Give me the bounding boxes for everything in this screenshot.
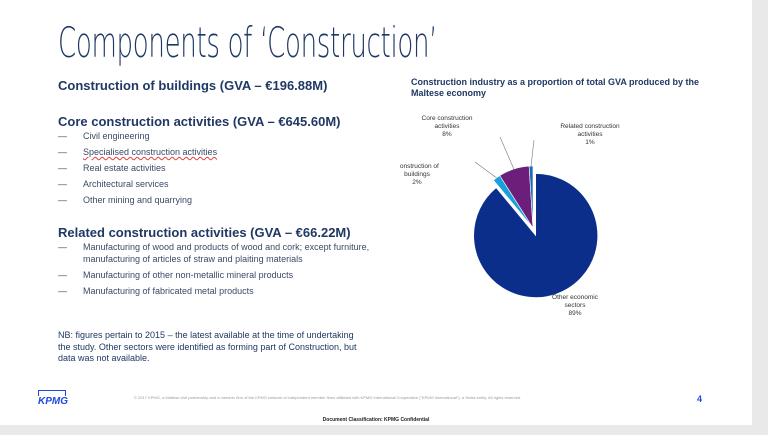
page-title: Components of ‘Construction’	[58, 18, 438, 67]
pie-slice	[473, 173, 599, 298]
section-heading-related: Related construction activities (GVA – €…	[58, 225, 351, 240]
leader-line	[499, 136, 515, 170]
section-heading-buildings: Construction of buildings (GVA – €196.88…	[58, 78, 328, 93]
kpmg-logo: KPMG	[38, 390, 68, 407]
page-number: 4	[697, 394, 703, 404]
document-classification: Document Classification: KPMG Confidenti…	[322, 417, 430, 423]
list-item: Other mining and quarrying	[58, 195, 383, 207]
list-item: Architectural services	[58, 179, 383, 191]
core-list: Civil engineering Specialised constructi…	[58, 131, 383, 211]
list-item: Manufacturing of wood and products of wo…	[58, 242, 383, 265]
list-item: Real estate activities	[58, 163, 383, 175]
slice-label: Other economic sectors 89%	[552, 294, 599, 317]
footnote: NB: figures pertain to 2015 – the latest…	[58, 330, 357, 363]
chart-title: Construction industry as a proportion of…	[411, 77, 700, 98]
list-item: Manufacturing of fabricated metal produc…	[58, 286, 383, 298]
slice-label: Core construction activities 8%	[422, 115, 473, 138]
leader-line	[530, 139, 535, 167]
leader-line	[474, 161, 497, 179]
list-item: Civil engineering	[58, 131, 383, 143]
related-list: Manufacturing of wood and products of wo…	[58, 242, 383, 302]
slice-label: Related construction activities 1%	[560, 123, 620, 146]
copyright-text: © 2017 KPMG, a Maltese civil partnership…	[134, 395, 522, 400]
list-item: Specialised construction activities	[58, 147, 383, 159]
slide: Components of ‘Construction’ Constructio…	[0, 0, 752, 425]
section-heading-core: Core construction activities (GVA – €645…	[58, 114, 341, 129]
list-item: Manufacturing of other non-metallic mine…	[58, 270, 383, 282]
